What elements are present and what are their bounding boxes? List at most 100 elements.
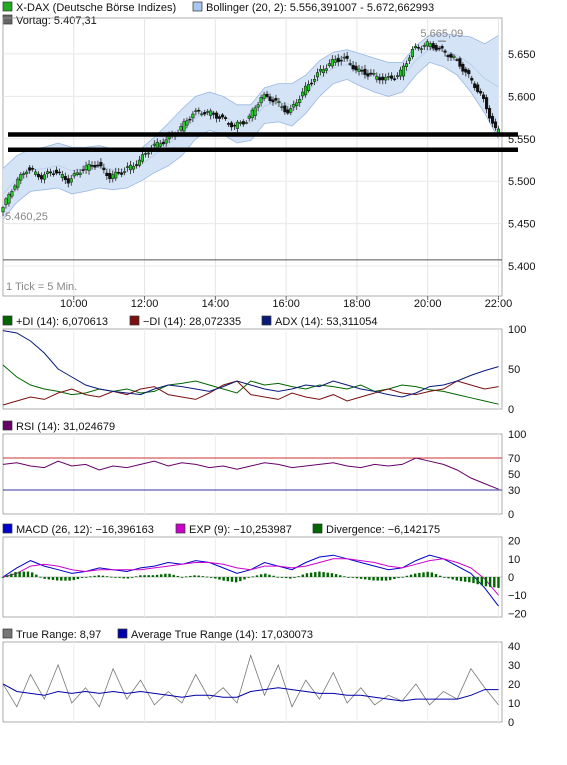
price-ytick-5: 5.400: [508, 261, 536, 273]
candle-body-77: [229, 122, 233, 128]
candle-body-126: [375, 76, 379, 80]
macd-bar-102: [426, 571, 429, 577]
candle-body-158: [470, 77, 474, 81]
macd-bar-81: [339, 575, 342, 577]
macd-bar-109: [455, 577, 459, 581]
candle-body-72: [215, 112, 219, 119]
macd-bar-82: [343, 576, 346, 578]
candle-body-1: [4, 198, 8, 205]
macd-bar-115: [480, 577, 484, 586]
macd-bar-32: [135, 576, 138, 578]
candle-body-163: [485, 97, 489, 110]
macd-bar-57: [239, 577, 242, 582]
legend-label-dmi-1: −DI (14): 28,072335: [143, 316, 241, 328]
macd-bar-20: [85, 576, 88, 578]
candle-body-95: [283, 105, 287, 113]
candle-body-15: [45, 171, 50, 174]
low-label: 5.460,25: [5, 211, 48, 223]
macd-bar-80: [334, 574, 338, 577]
candle-body-33: [99, 162, 103, 167]
candle-body-14: [42, 174, 47, 180]
candle-body-134: [399, 69, 403, 77]
price-ytick-4: 5.450: [508, 219, 536, 231]
macd-bar-73: [305, 573, 309, 577]
macd-bar-71: [297, 576, 300, 578]
legend-swatch-atr-1: [117, 628, 128, 639]
macd-bar-98: [409, 574, 413, 577]
candle-body-141: [419, 48, 423, 50]
legend-swatch-rsi-0: [2, 420, 13, 431]
macd-bar-84: [351, 577, 354, 578]
macd-bar-70: [293, 577, 296, 578]
macd-ytick-3: −10: [508, 590, 527, 602]
atr-ytick-2: 20: [508, 679, 520, 691]
candle-body-18: [54, 169, 58, 174]
macd-bar-45: [189, 575, 192, 577]
candle-body-10: [31, 168, 35, 170]
candle-body-54: [161, 141, 165, 145]
rsi-ytick-2: 50: [508, 469, 520, 481]
macd-bar-103: [430, 572, 434, 577]
candle-body-9: [28, 167, 32, 171]
macd-bar-99: [413, 573, 417, 577]
macd-bar-113: [472, 577, 475, 584]
candle-body-113: [336, 57, 340, 63]
candle-body-52: [155, 141, 159, 149]
macd-bar-31: [130, 577, 134, 578]
candle-body-21: [63, 176, 67, 181]
candle-body-94: [280, 106, 284, 108]
candle-body-131: [390, 75, 394, 79]
macd-ytick-1: 10: [508, 554, 520, 566]
macd-bar-0: [1, 577, 5, 578]
candle-body-152: [452, 55, 456, 58]
macd-bar-67: [280, 577, 284, 578]
candle-body-156: [464, 68, 468, 73]
macd-bar-86: [359, 577, 363, 579]
candle-body-85: [253, 107, 257, 116]
candle-body-138: [410, 48, 414, 58]
candle-body-91: [271, 99, 275, 103]
macd-bar-5: [22, 571, 26, 577]
legend-label-price-2: Vortag: 5.407,31: [16, 15, 97, 27]
candle-body-147: [437, 47, 441, 50]
macd-bar-74: [309, 572, 313, 577]
candle-body-160: [476, 84, 480, 93]
macd-bar-38: [160, 574, 163, 577]
candle-body-2: [7, 194, 11, 204]
candle-body-137: [407, 57, 412, 61]
legend-label-macd-0: MACD (26, 12): −16,396163: [16, 524, 154, 536]
macd-divergence-bars: [1, 571, 500, 588]
macd-bar-9: [39, 576, 42, 578]
price-ytick-0: 5.650: [508, 49, 536, 61]
candle-body-62: [185, 120, 189, 126]
legend-swatch-macd-0: [2, 523, 13, 534]
macd-bar-33: [139, 575, 142, 577]
macd-bar-4: [18, 571, 21, 577]
candle-body-116: [345, 55, 349, 59]
candle-body-17: [51, 173, 55, 175]
macd-bar-95: [397, 577, 400, 578]
candle-body-135: [401, 65, 406, 77]
candle-body-86: [256, 104, 260, 108]
macd-bar-60: [251, 576, 255, 578]
macd-bar-88: [368, 577, 371, 580]
legend-label-atr-0: True Range: 8,97: [16, 629, 101, 641]
candle-body-96: [286, 109, 290, 114]
candle-body-39: [117, 172, 121, 174]
candle-body-145: [431, 43, 435, 49]
candle-body-115: [342, 56, 346, 59]
macd-bar-55: [230, 577, 234, 582]
bollinger-bb_lower: [2, 61, 499, 220]
candle-body-166: [493, 121, 498, 129]
macd-bar-22: [93, 575, 96, 577]
candle-body-127: [378, 77, 382, 81]
x-tick-4: 18:00: [343, 298, 371, 310]
atr-ytick-4: 0: [508, 717, 514, 729]
macd-bar-2: [10, 573, 13, 577]
candle-body-79: [235, 121, 239, 129]
candle-body-90: [268, 96, 272, 102]
candle-body-99: [295, 102, 299, 107]
candle-body-68: [203, 112, 207, 115]
candle-body-31: [93, 164, 97, 168]
candle-body-75: [223, 117, 228, 120]
